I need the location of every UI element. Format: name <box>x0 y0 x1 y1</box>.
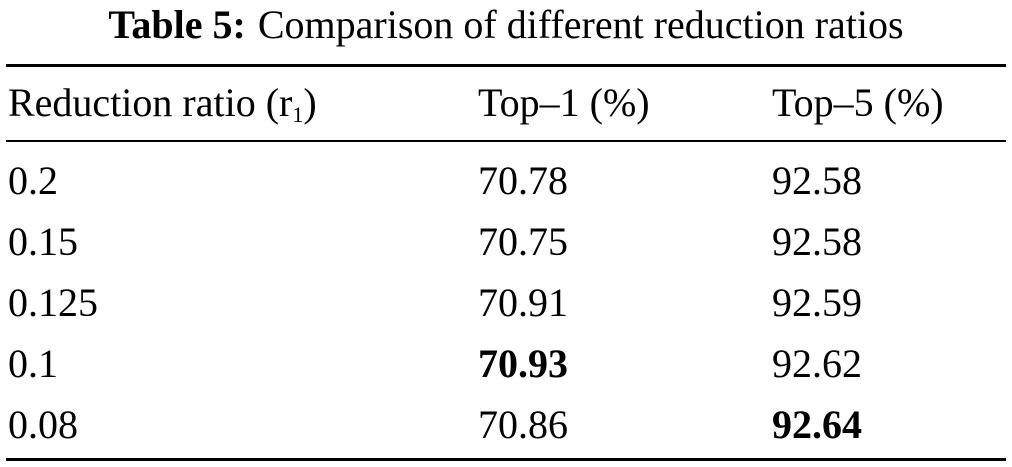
cell-text: 92.62 <box>772 341 862 386</box>
table-cell: 92.58 <box>772 158 862 204</box>
bottom-rule <box>6 458 1006 461</box>
table-cell: 70.86 <box>478 402 568 448</box>
table-cell: 70.78 <box>478 158 568 204</box>
header-cell: Top–5 (%) <box>772 80 944 126</box>
table-cell: 0.15 <box>8 219 78 265</box>
cell-text: 0.15 <box>8 219 78 264</box>
table-cell: 92.62 <box>772 341 862 387</box>
cell-text: 70.86 <box>478 402 568 447</box>
table-cell: 0.125 <box>8 280 98 326</box>
cell-text: 70.78 <box>478 158 568 203</box>
header-suffix: ) <box>303 80 317 125</box>
header-cell: Top–1 (%) <box>478 80 650 126</box>
table-cell: 92.59 <box>772 280 862 326</box>
cell-text: 0.125 <box>8 280 98 325</box>
header-text: Top–5 (%) <box>772 80 944 125</box>
cell-text: 0.1 <box>8 341 58 386</box>
table-cell: 0.08 <box>8 402 78 448</box>
table-cell: 0.2 <box>8 158 58 204</box>
cell-text: 0.2 <box>8 158 58 203</box>
header-text: Top–1 (%) <box>478 80 650 125</box>
header-rule <box>6 140 1006 142</box>
cell-text: 92.58 <box>772 219 862 264</box>
table-cell: 70.75 <box>478 219 568 265</box>
cell-text: 70.91 <box>478 280 568 325</box>
caption: Table 5: Comparison of different reductio… <box>0 2 1012 48</box>
header-subscript: 1 <box>292 102 304 127</box>
table-cell: 70.93 <box>478 341 568 387</box>
table-cell: 0.1 <box>8 341 58 387</box>
header-cell: Reduction ratio (r1) <box>8 80 317 126</box>
top-rule <box>6 64 1006 67</box>
cell-text: 92.58 <box>772 158 862 203</box>
cell-text: 92.64 <box>772 402 862 447</box>
cell-text: 70.75 <box>478 219 568 264</box>
table-cell: 70.91 <box>478 280 568 326</box>
cell-text: 92.59 <box>772 280 862 325</box>
cell-text: 0.08 <box>8 402 78 447</box>
table-cell: 92.58 <box>772 219 862 265</box>
caption-text: Comparison of different reduction ratios <box>257 2 904 47</box>
table-cell: 92.64 <box>772 402 862 448</box>
header-text: Reduction ratio (r <box>8 80 293 125</box>
cell-text: 70.93 <box>478 341 568 386</box>
caption-label: Table 5: <box>108 2 246 47</box>
